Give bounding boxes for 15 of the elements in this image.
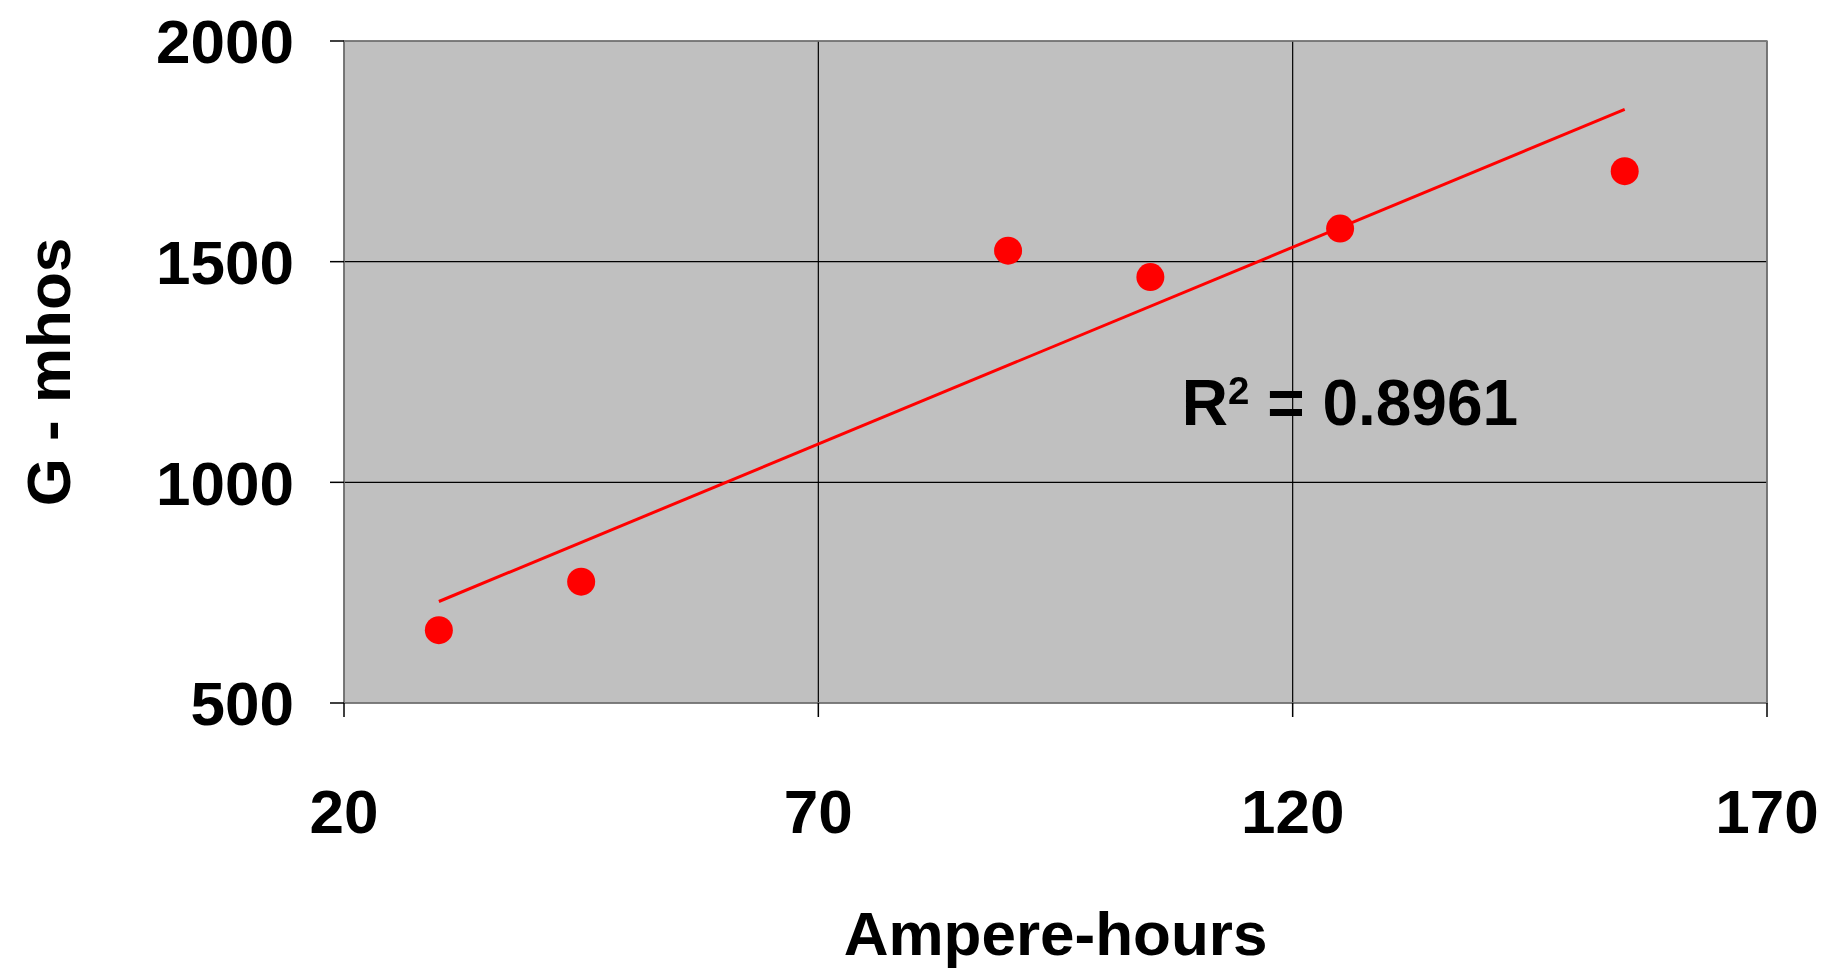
y-tick-label: 1000 <box>156 448 294 518</box>
x-axis-title: Ampere-hours <box>843 899 1268 968</box>
y-axis-title: G - mhos <box>14 237 83 507</box>
point <box>424 616 453 645</box>
point <box>994 236 1023 265</box>
x-tick-label: 20 <box>309 777 379 846</box>
x-tick-label: 170 <box>1715 777 1819 846</box>
y-tick-label: 2000 <box>156 7 294 77</box>
x-tick-label: 70 <box>783 777 853 846</box>
y-tick-label: 500 <box>190 669 294 739</box>
point <box>1136 263 1165 292</box>
y-tick-label: 1500 <box>156 227 294 297</box>
point <box>1610 157 1639 186</box>
point <box>567 567 596 596</box>
x-tick-label: 120 <box>1240 777 1345 846</box>
